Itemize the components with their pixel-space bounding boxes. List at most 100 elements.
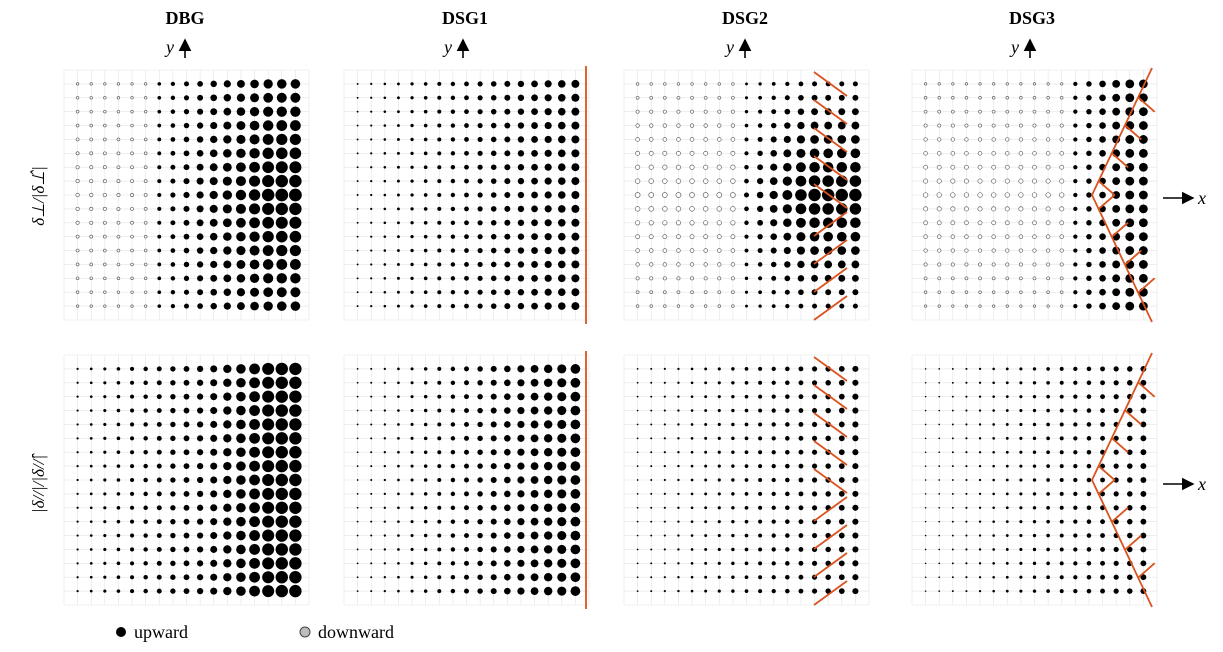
dot-upward <box>396 304 400 308</box>
dot-upward <box>289 244 301 257</box>
dot-upward <box>1086 275 1092 282</box>
dot-upward <box>938 423 941 426</box>
dot-upward <box>157 192 162 198</box>
dot-upward <box>782 176 792 186</box>
dot-upward <box>744 178 749 184</box>
dot-upward <box>370 534 373 537</box>
dot-upward <box>76 520 79 523</box>
dot-upward <box>1019 575 1023 579</box>
dot-upward <box>757 123 763 128</box>
dot-upward <box>544 233 552 241</box>
dot-upward <box>571 79 580 88</box>
dot-upward <box>504 108 511 115</box>
dot-downward <box>1032 234 1037 239</box>
dot-upward <box>410 367 414 371</box>
dot-upward <box>1019 381 1023 385</box>
dot-upward <box>410 381 414 385</box>
dot-upward <box>276 92 287 103</box>
dot-downward <box>1032 304 1037 308</box>
dot-upward <box>1127 421 1133 428</box>
dot-upward <box>744 422 749 427</box>
dot-upward <box>1073 123 1078 128</box>
dot-upward <box>450 477 456 483</box>
dot-upward <box>785 394 790 399</box>
dot-upward <box>249 488 260 500</box>
dot-upward <box>636 465 639 467</box>
dot-upward <box>383 423 386 426</box>
dot-upward <box>437 547 442 552</box>
dot-downward <box>964 304 969 308</box>
dot-upward <box>504 122 511 129</box>
dot-downward <box>1018 151 1024 156</box>
dot-upward <box>223 559 232 568</box>
dot-upward <box>103 492 107 496</box>
dot-upward <box>531 219 538 227</box>
dot-upward <box>450 303 456 309</box>
dot-upward <box>477 449 483 455</box>
dot-upward <box>1127 435 1133 442</box>
dot-upward <box>557 586 567 596</box>
dot-upward <box>636 395 639 398</box>
dot-upward <box>383 562 386 565</box>
dot-upward <box>744 547 749 552</box>
dot-upward <box>771 394 776 399</box>
dot-upward <box>383 221 387 225</box>
dot-upward <box>570 391 581 402</box>
dot-upward <box>636 576 639 579</box>
dot-upward <box>1086 220 1092 226</box>
dot-upward <box>570 530 581 541</box>
dot-upward <box>370 451 373 454</box>
dot-upward <box>717 422 721 427</box>
dot-upward <box>690 575 694 579</box>
dot-upward <box>770 219 778 227</box>
dot-upward <box>796 246 806 255</box>
dot-downward <box>689 206 695 212</box>
dot-upward <box>1112 121 1121 130</box>
dot-upward <box>464 588 469 594</box>
dot-downward <box>1046 276 1050 281</box>
dot-upward <box>731 478 735 482</box>
dot-upward <box>557 489 567 499</box>
dot-upward <box>543 406 553 415</box>
dot-upward <box>275 161 288 174</box>
dot-upward <box>965 478 968 482</box>
dot-upward <box>356 409 359 412</box>
dot-upward <box>1005 395 1009 399</box>
dot-upward <box>1046 367 1050 371</box>
dot-upward <box>464 234 469 240</box>
dot-upward <box>196 205 204 213</box>
dot-upward <box>262 245 274 257</box>
dot-upward <box>1099 247 1106 254</box>
dot-downward <box>937 290 941 294</box>
dot-upward <box>797 275 805 282</box>
dot-upward <box>437 95 442 100</box>
boundary-segment <box>813 496 848 522</box>
dot-upward <box>822 203 834 215</box>
dot-downward <box>977 178 983 184</box>
dot-upward <box>690 478 694 482</box>
dot-upward <box>490 303 497 309</box>
dot-upward <box>838 491 845 497</box>
dot-upward <box>1005 450 1009 454</box>
dot-upward <box>636 381 639 384</box>
dot-upward <box>236 405 246 416</box>
dot-upward <box>249 571 260 583</box>
dot-upward <box>1140 393 1147 400</box>
dot-upward <box>210 420 218 428</box>
dot-upward <box>663 395 666 398</box>
dot-downward <box>75 123 80 128</box>
dot-upward <box>157 82 162 86</box>
dot-upward <box>544 177 552 185</box>
dot-upward <box>1112 260 1121 269</box>
dot-upward <box>677 506 680 509</box>
dot-downward <box>143 137 148 142</box>
dot-upward <box>992 450 995 454</box>
dot-upward <box>1112 177 1121 186</box>
dot-upward <box>410 262 414 267</box>
dot-upward <box>236 572 246 582</box>
dot-upward <box>477 366 483 372</box>
dot-upward <box>504 462 511 470</box>
dot-downward <box>676 276 681 281</box>
dot-upward <box>1005 506 1009 510</box>
dot-upward <box>437 220 442 225</box>
